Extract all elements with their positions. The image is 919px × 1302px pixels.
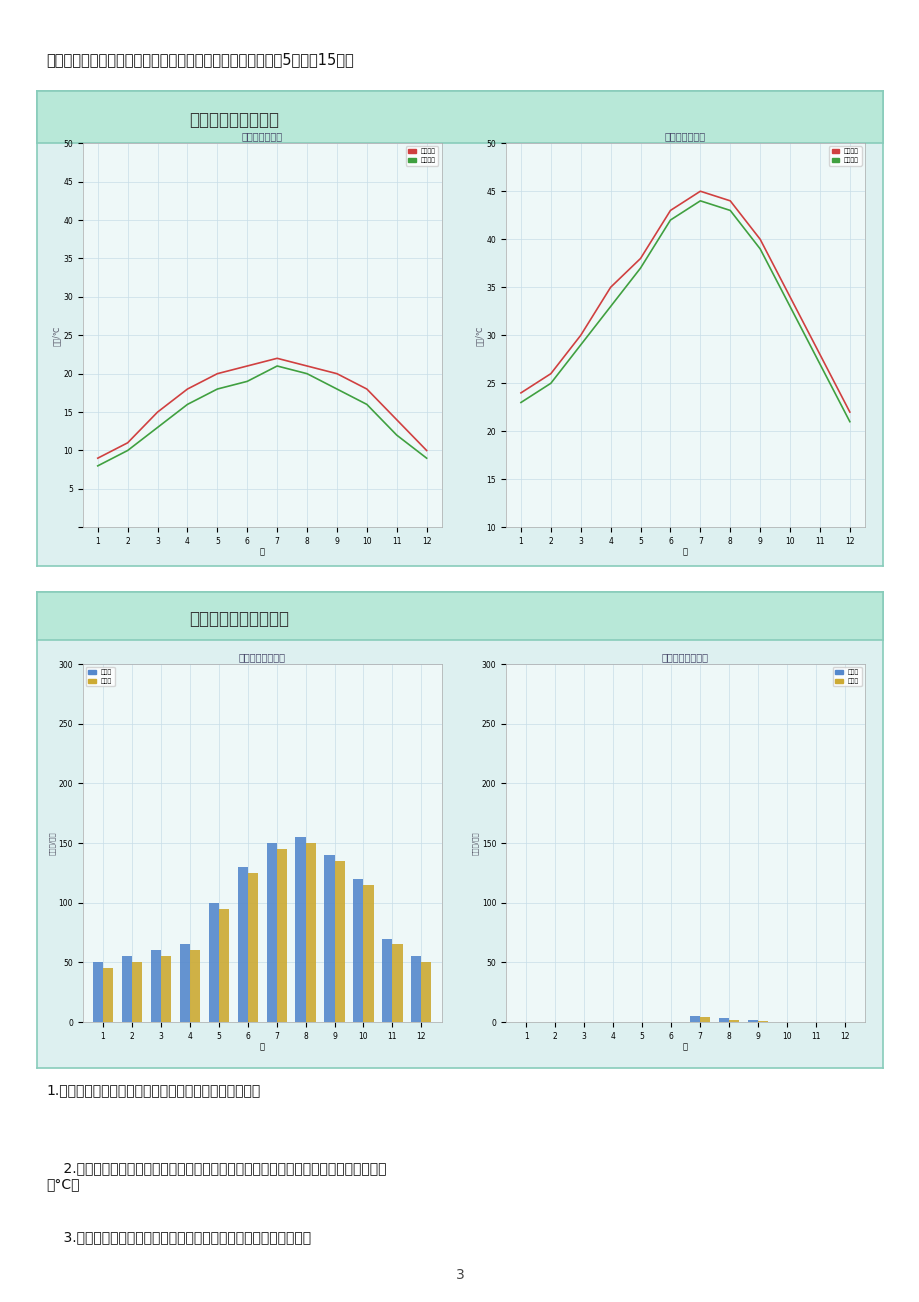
Bar: [305, 844, 315, 1022]
Bar: [324, 855, 335, 1022]
Text: 3: 3: [455, 1268, 464, 1281]
Bar: [728, 1019, 738, 1022]
Y-axis label: 降水量/毫米: 降水量/毫米: [49, 831, 56, 855]
Bar: [421, 962, 431, 1022]
Y-axis label: 温度/℃: 温度/℃: [474, 326, 483, 345]
Bar: [747, 1019, 757, 1022]
Bar: [689, 1016, 699, 1022]
Bar: [363, 885, 373, 1022]
Bar: [699, 1017, 709, 1022]
Bar: [179, 944, 189, 1022]
Bar: [353, 879, 363, 1022]
Title: 地区二气温情况: 地区二气温情况: [664, 132, 705, 141]
Bar: [219, 909, 229, 1022]
Bar: [237, 867, 247, 1022]
Bar: [121, 957, 131, 1022]
Bar: [267, 844, 277, 1022]
Bar: [718, 1018, 728, 1022]
Legend: 最高气温, 最低气温: 最高气温, 最低气温: [828, 146, 861, 165]
Legend: 最高气温, 最低气温: 最高气温, 最低气温: [405, 146, 438, 165]
Legend: 本月量, 历年量: 本月量, 历年量: [85, 667, 115, 686]
Bar: [247, 872, 257, 1022]
Bar: [392, 944, 403, 1022]
Bar: [93, 962, 103, 1022]
X-axis label: 月: 月: [259, 1042, 265, 1051]
Title: 地区一气温情况: 地区一气温情况: [242, 132, 282, 141]
X-axis label: 月: 月: [682, 547, 687, 556]
X-axis label: 月: 月: [259, 547, 265, 556]
Bar: [189, 950, 199, 1022]
Bar: [382, 939, 392, 1022]
Bar: [335, 861, 345, 1022]
X-axis label: 月: 月: [682, 1042, 687, 1051]
Bar: [411, 957, 421, 1022]
Text: 两个地区的降水量比较: 两个地区的降水量比较: [189, 609, 289, 628]
Text: 1.从数据来看，哪个地区比较炎热，哪个地区降水更多？: 1.从数据来看，哪个地区比较炎热，哪个地区降水更多？: [46, 1083, 260, 1098]
Bar: [131, 962, 142, 1022]
Bar: [161, 957, 171, 1022]
Legend: 本月量, 历年量: 本月量, 历年量: [832, 667, 861, 686]
Y-axis label: 降水量/毫米: 降水量/毫米: [471, 831, 479, 855]
Text: 两个地区的气温比较: 两个地区的气温比较: [189, 111, 278, 129]
Text: 四、综合分析题：比较数据，分析两个地区的气候特点（每题5分，全15分）: 四、综合分析题：比较数据，分析两个地区的气候特点（每题5分，全15分）: [46, 52, 354, 68]
Title: 地区一降水量情况: 地区一降水量情况: [238, 652, 286, 661]
Bar: [295, 837, 305, 1022]
Bar: [277, 849, 287, 1022]
Bar: [151, 950, 161, 1022]
Bar: [209, 902, 219, 1022]
Bar: [103, 969, 113, 1022]
Text: 3.如果你想去地区一和地区二旅游，分别在什么时候去比较合适？: 3.如果你想去地区一和地区二旅游，分别在什么时候去比较合适？: [46, 1230, 311, 1245]
Title: 地区二降水量情况: 地区二降水量情况: [661, 652, 709, 661]
Text: 2.预测一下，今年地区一降水量最多的月份可能是几月？地区二全年最高气温大约是多
少°C？: 2.预测一下，今年地区一降水量最多的月份可能是几月？地区二全年最高气温大约是多 …: [46, 1161, 386, 1191]
Y-axis label: 温度/℃: 温度/℃: [51, 326, 61, 345]
